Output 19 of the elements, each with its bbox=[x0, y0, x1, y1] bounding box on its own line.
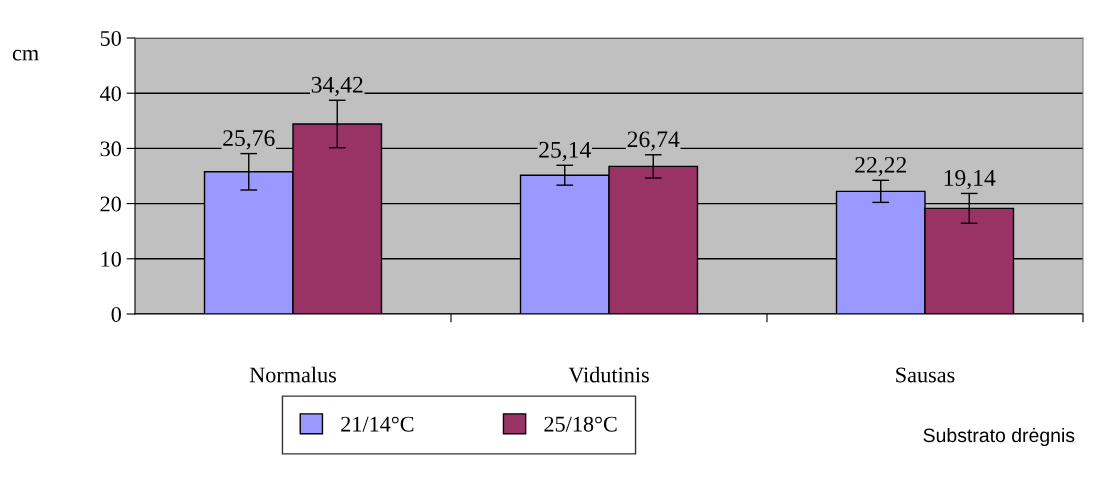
y-tick-label: 40 bbox=[100, 86, 121, 102]
data-label: 22,22 bbox=[855, 156, 907, 177]
x-tick-label: Vidutinis bbox=[568, 366, 649, 383]
legend-label: 21/14°C bbox=[341, 416, 414, 432]
legend-label: 25/18°C bbox=[544, 416, 617, 432]
data-label: 19,14 bbox=[944, 170, 996, 190]
data-label: 26,74 bbox=[627, 131, 680, 151]
x-tick-label: Sausas bbox=[896, 367, 955, 383]
data-label: 34,42 bbox=[311, 76, 363, 97]
y-tick-label: 10 bbox=[101, 251, 121, 267]
data-label: 25,14 bbox=[539, 141, 591, 162]
data-label: 25,76 bbox=[223, 130, 275, 150]
x-tick-label: Normalus bbox=[249, 366, 337, 383]
y-tick-label: 50 bbox=[100, 30, 121, 46]
y-axis-title: cm bbox=[12, 49, 39, 61]
y-tick-label: 20 bbox=[100, 196, 121, 212]
x-axis-title: Substrato drėgnis bbox=[923, 427, 1075, 447]
y-tick-label: 0 bbox=[111, 306, 121, 322]
y-tick-label: 30 bbox=[100, 141, 121, 157]
